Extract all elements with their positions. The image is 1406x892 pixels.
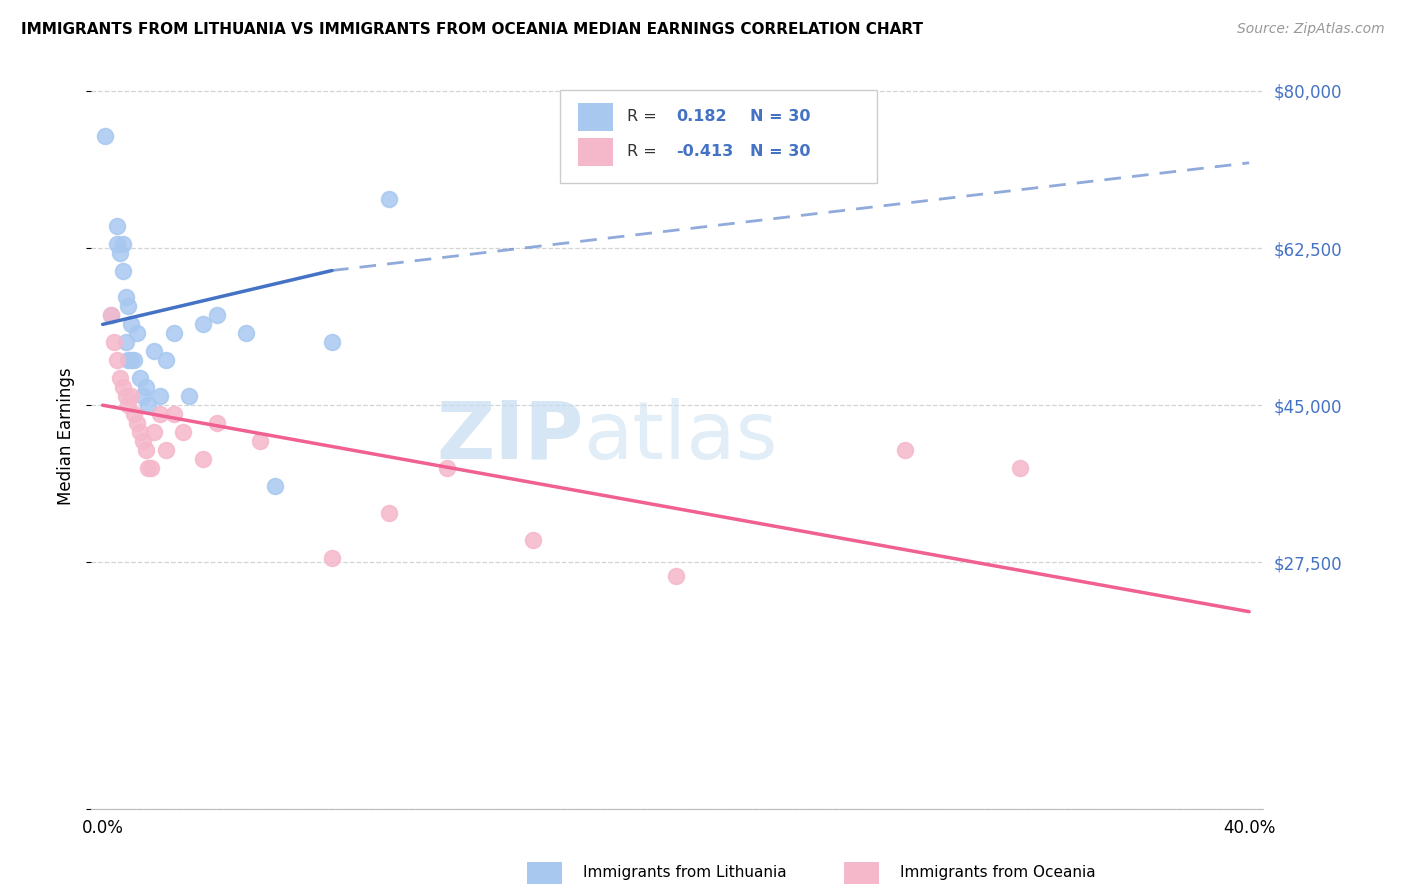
Point bbox=[128, 425, 150, 439]
Point bbox=[177, 389, 200, 403]
Point bbox=[105, 219, 128, 233]
Point bbox=[163, 326, 186, 341]
Point bbox=[149, 407, 172, 421]
Text: atlas: atlas bbox=[583, 398, 778, 475]
Point bbox=[105, 236, 128, 251]
Point bbox=[132, 434, 155, 448]
Text: R =: R = bbox=[627, 145, 662, 160]
Point bbox=[894, 443, 917, 458]
Point bbox=[111, 380, 134, 394]
Point bbox=[120, 318, 142, 332]
Point bbox=[122, 407, 145, 421]
Point bbox=[103, 335, 125, 350]
Text: -0.413: -0.413 bbox=[676, 145, 734, 160]
Point bbox=[117, 398, 139, 412]
Point bbox=[135, 443, 157, 458]
Point bbox=[143, 425, 166, 439]
Point bbox=[207, 309, 229, 323]
Point bbox=[111, 236, 134, 251]
Point bbox=[100, 309, 122, 323]
Point bbox=[321, 335, 343, 350]
FancyBboxPatch shape bbox=[578, 138, 613, 166]
Point bbox=[143, 344, 166, 359]
Text: ZIP: ZIP bbox=[436, 398, 583, 475]
Text: N = 30: N = 30 bbox=[749, 145, 810, 160]
Point bbox=[122, 353, 145, 368]
Point bbox=[172, 425, 194, 439]
Point bbox=[235, 326, 257, 341]
Point bbox=[249, 434, 271, 448]
Point bbox=[378, 192, 401, 206]
Point bbox=[436, 461, 458, 475]
Point bbox=[114, 290, 136, 304]
Point bbox=[125, 416, 148, 430]
Text: Immigrants from Lithuania: Immigrants from Lithuania bbox=[583, 865, 787, 880]
Text: R =: R = bbox=[627, 110, 662, 125]
Point bbox=[100, 309, 122, 323]
Point bbox=[141, 461, 163, 475]
Text: 0.182: 0.182 bbox=[676, 110, 727, 125]
FancyBboxPatch shape bbox=[560, 90, 876, 183]
Y-axis label: Median Earnings: Median Earnings bbox=[58, 368, 75, 506]
Text: Source: ZipAtlas.com: Source: ZipAtlas.com bbox=[1237, 22, 1385, 37]
Point bbox=[128, 371, 150, 385]
Point bbox=[263, 479, 285, 493]
Point bbox=[207, 416, 229, 430]
Point bbox=[138, 398, 160, 412]
Point bbox=[114, 335, 136, 350]
Point bbox=[120, 353, 142, 368]
Point bbox=[132, 389, 155, 403]
Point bbox=[191, 452, 214, 467]
Text: N = 30: N = 30 bbox=[749, 110, 810, 125]
Point bbox=[108, 245, 131, 260]
Point bbox=[522, 533, 544, 547]
Point bbox=[321, 550, 343, 565]
Point bbox=[149, 389, 172, 403]
Text: IMMIGRANTS FROM LITHUANIA VS IMMIGRANTS FROM OCEANIA MEDIAN EARNINGS CORRELATION: IMMIGRANTS FROM LITHUANIA VS IMMIGRANTS … bbox=[21, 22, 924, 37]
Text: Immigrants from Oceania: Immigrants from Oceania bbox=[900, 865, 1095, 880]
Point bbox=[138, 461, 160, 475]
Point bbox=[94, 128, 117, 143]
Point bbox=[108, 371, 131, 385]
Point bbox=[191, 318, 214, 332]
Point bbox=[378, 506, 401, 520]
Point bbox=[111, 263, 134, 277]
Point bbox=[1008, 461, 1031, 475]
Point bbox=[125, 326, 148, 341]
Point bbox=[117, 353, 139, 368]
Point bbox=[163, 407, 186, 421]
Point bbox=[117, 300, 139, 314]
Point bbox=[114, 389, 136, 403]
Point bbox=[120, 389, 142, 403]
Point bbox=[135, 380, 157, 394]
FancyBboxPatch shape bbox=[578, 103, 613, 131]
Point bbox=[155, 353, 177, 368]
Point bbox=[155, 443, 177, 458]
Point bbox=[665, 568, 688, 582]
Point bbox=[105, 353, 128, 368]
